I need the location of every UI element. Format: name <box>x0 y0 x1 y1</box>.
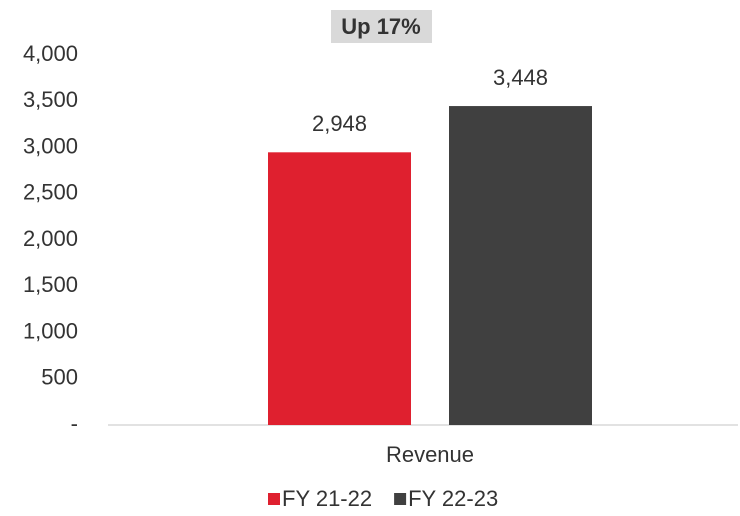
y-tick-label: 2,500 <box>23 180 78 205</box>
y-tick-label: 1,500 <box>23 272 78 297</box>
legend-swatch <box>394 493 407 505</box>
y-tick-label: - <box>71 411 78 436</box>
y-tick-label: 4,000 <box>23 41 78 66</box>
bar <box>449 106 592 425</box>
data-label: 2,948 <box>312 111 367 136</box>
annotation: Up 17% <box>341 14 420 39</box>
annotation-box <box>331 10 432 43</box>
legend-swatch <box>268 493 280 505</box>
y-tick-label: 500 <box>41 365 78 390</box>
y-tick-label: 2,000 <box>23 226 78 251</box>
legend-label: FY 21-22 <box>282 486 372 511</box>
y-tick-label: 3,000 <box>23 133 78 158</box>
y-tick-label: 3,500 <box>23 87 78 112</box>
bar <box>268 152 411 425</box>
data-label: 3,448 <box>493 65 548 90</box>
x-tick-label: Revenue <box>386 442 474 467</box>
legend-label: FY 22-23 <box>408 486 498 511</box>
y-tick-label: 1,000 <box>23 318 78 343</box>
